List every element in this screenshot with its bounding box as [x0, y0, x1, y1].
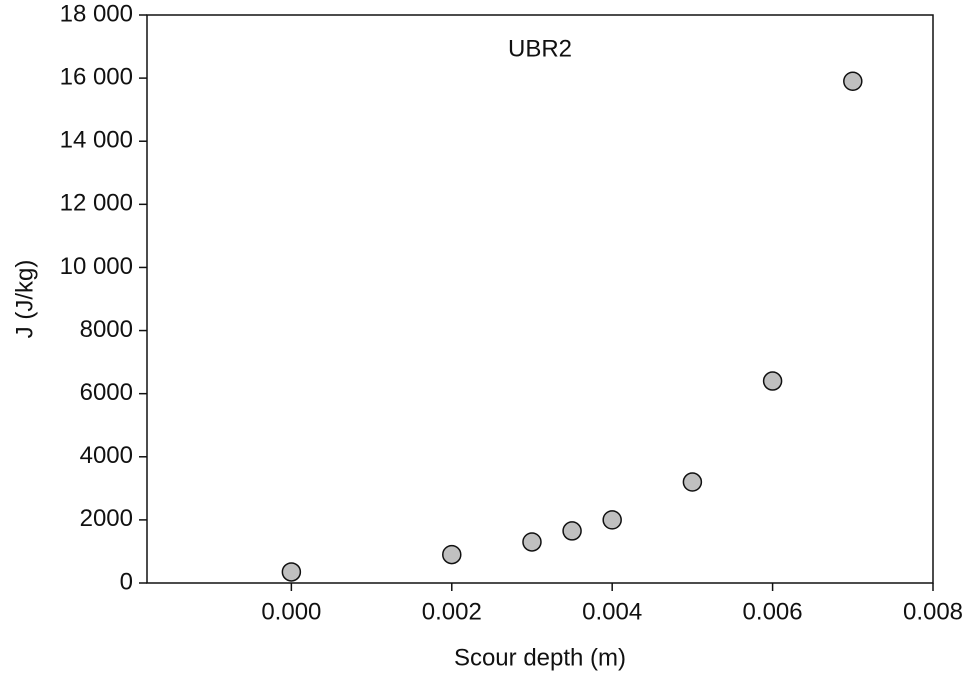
y-tick-label: 0 [120, 568, 133, 595]
data-point [522, 532, 542, 552]
data-point [562, 521, 582, 541]
x-axis-label: Scour depth (m) [454, 644, 626, 671]
y-tick-label: 16 000 [60, 63, 133, 90]
y-tick-label: 6000 [80, 379, 133, 406]
y-tick-label: 10 000 [60, 253, 133, 280]
data-point [602, 510, 622, 530]
x-tick-label: 0.004 [582, 598, 642, 625]
y-tick-label: 8000 [80, 316, 133, 343]
data-point [281, 562, 302, 582]
data-point [442, 544, 462, 565]
annotation: UBR2 [508, 35, 572, 62]
x-tick-label: 0.002 [422, 598, 482, 625]
data-point [682, 472, 703, 492]
x-tick-label: 0.000 [261, 598, 321, 625]
data-point [843, 71, 863, 92]
y-tick-label: 18 000 [60, 0, 133, 27]
y-tick-label: 14 000 [60, 127, 133, 154]
y-tick-label: 12 000 [60, 190, 133, 217]
data-point [762, 371, 783, 391]
y-axis-label: J (J/kg) [11, 260, 38, 339]
x-tick-label: 0.006 [743, 598, 803, 625]
x-tick-label: 0.008 [903, 598, 963, 625]
y-tick-label: 4000 [80, 442, 133, 469]
plot-frame [146, 14, 934, 584]
y-tick-label: 2000 [80, 505, 133, 532]
